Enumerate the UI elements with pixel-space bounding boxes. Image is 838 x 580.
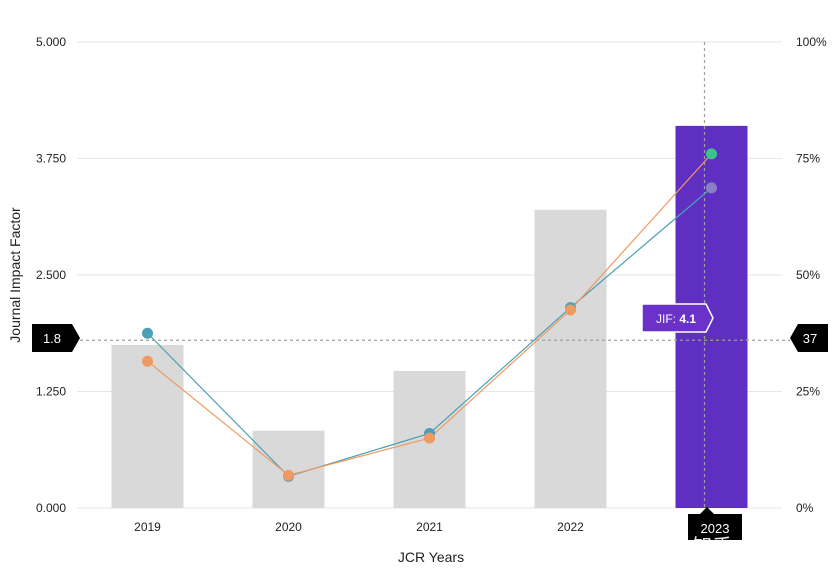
series-point [424,432,435,444]
tooltip-value: 4.1 [679,312,696,326]
series-point [706,182,717,194]
svg-text:JIF: 4.1: JIF: 4.1 [656,312,696,326]
crosshair-x-flag: 2023 [688,507,742,540]
y2-tick-label: 50% [796,268,820,282]
series-point [565,304,576,316]
y2-tick-label: 0% [796,501,814,515]
watermark: 知乎 @李内铭 [692,535,818,558]
x-tick-label: 2022 [557,520,584,534]
line-series [142,148,717,482]
tick-labels: 0.000 1.250 2.500 3.750 5.000 0% 25% 50% 75% 100%… [36,35,827,534]
y-axis-title: Journal Impact Factor [7,207,23,343]
crosshair-left-flag: 1.8 [32,324,80,352]
x-tick-label: 2021 [416,520,443,534]
y-tick-label: 1.250 [36,385,66,399]
value-tooltip: JIF: 4.1 [641,303,714,333]
y-tick-label: 0.000 [36,501,66,515]
tooltip-label: JIF: [656,312,679,326]
bar [111,344,184,508]
series-point [142,327,153,339]
y2-tick-label: 75% [796,152,820,166]
series-point [706,148,717,160]
crosshair-x-label: 2023 [701,521,730,536]
crosshair-left-label: 1.8 [43,331,61,346]
x-axis-title: JCR Years [398,549,464,565]
bar [534,209,607,508]
y-tick-label: 2.500 [36,268,66,282]
grid-lines [77,41,782,509]
crosshair-right-label: 37 [803,331,817,346]
y2-tick-label: 25% [796,385,820,399]
y2-tick-label: 100% [796,35,827,49]
x-tick-label: 2019 [134,520,161,534]
series-point [283,469,294,481]
x-tick-label: 2020 [275,520,302,534]
series-point [142,355,153,367]
crosshair-right-flag: 37 [790,324,828,352]
crosshair [80,42,790,514]
y-tick-label: 5.000 [36,35,66,49]
y-tick-label: 3.750 [36,152,66,166]
